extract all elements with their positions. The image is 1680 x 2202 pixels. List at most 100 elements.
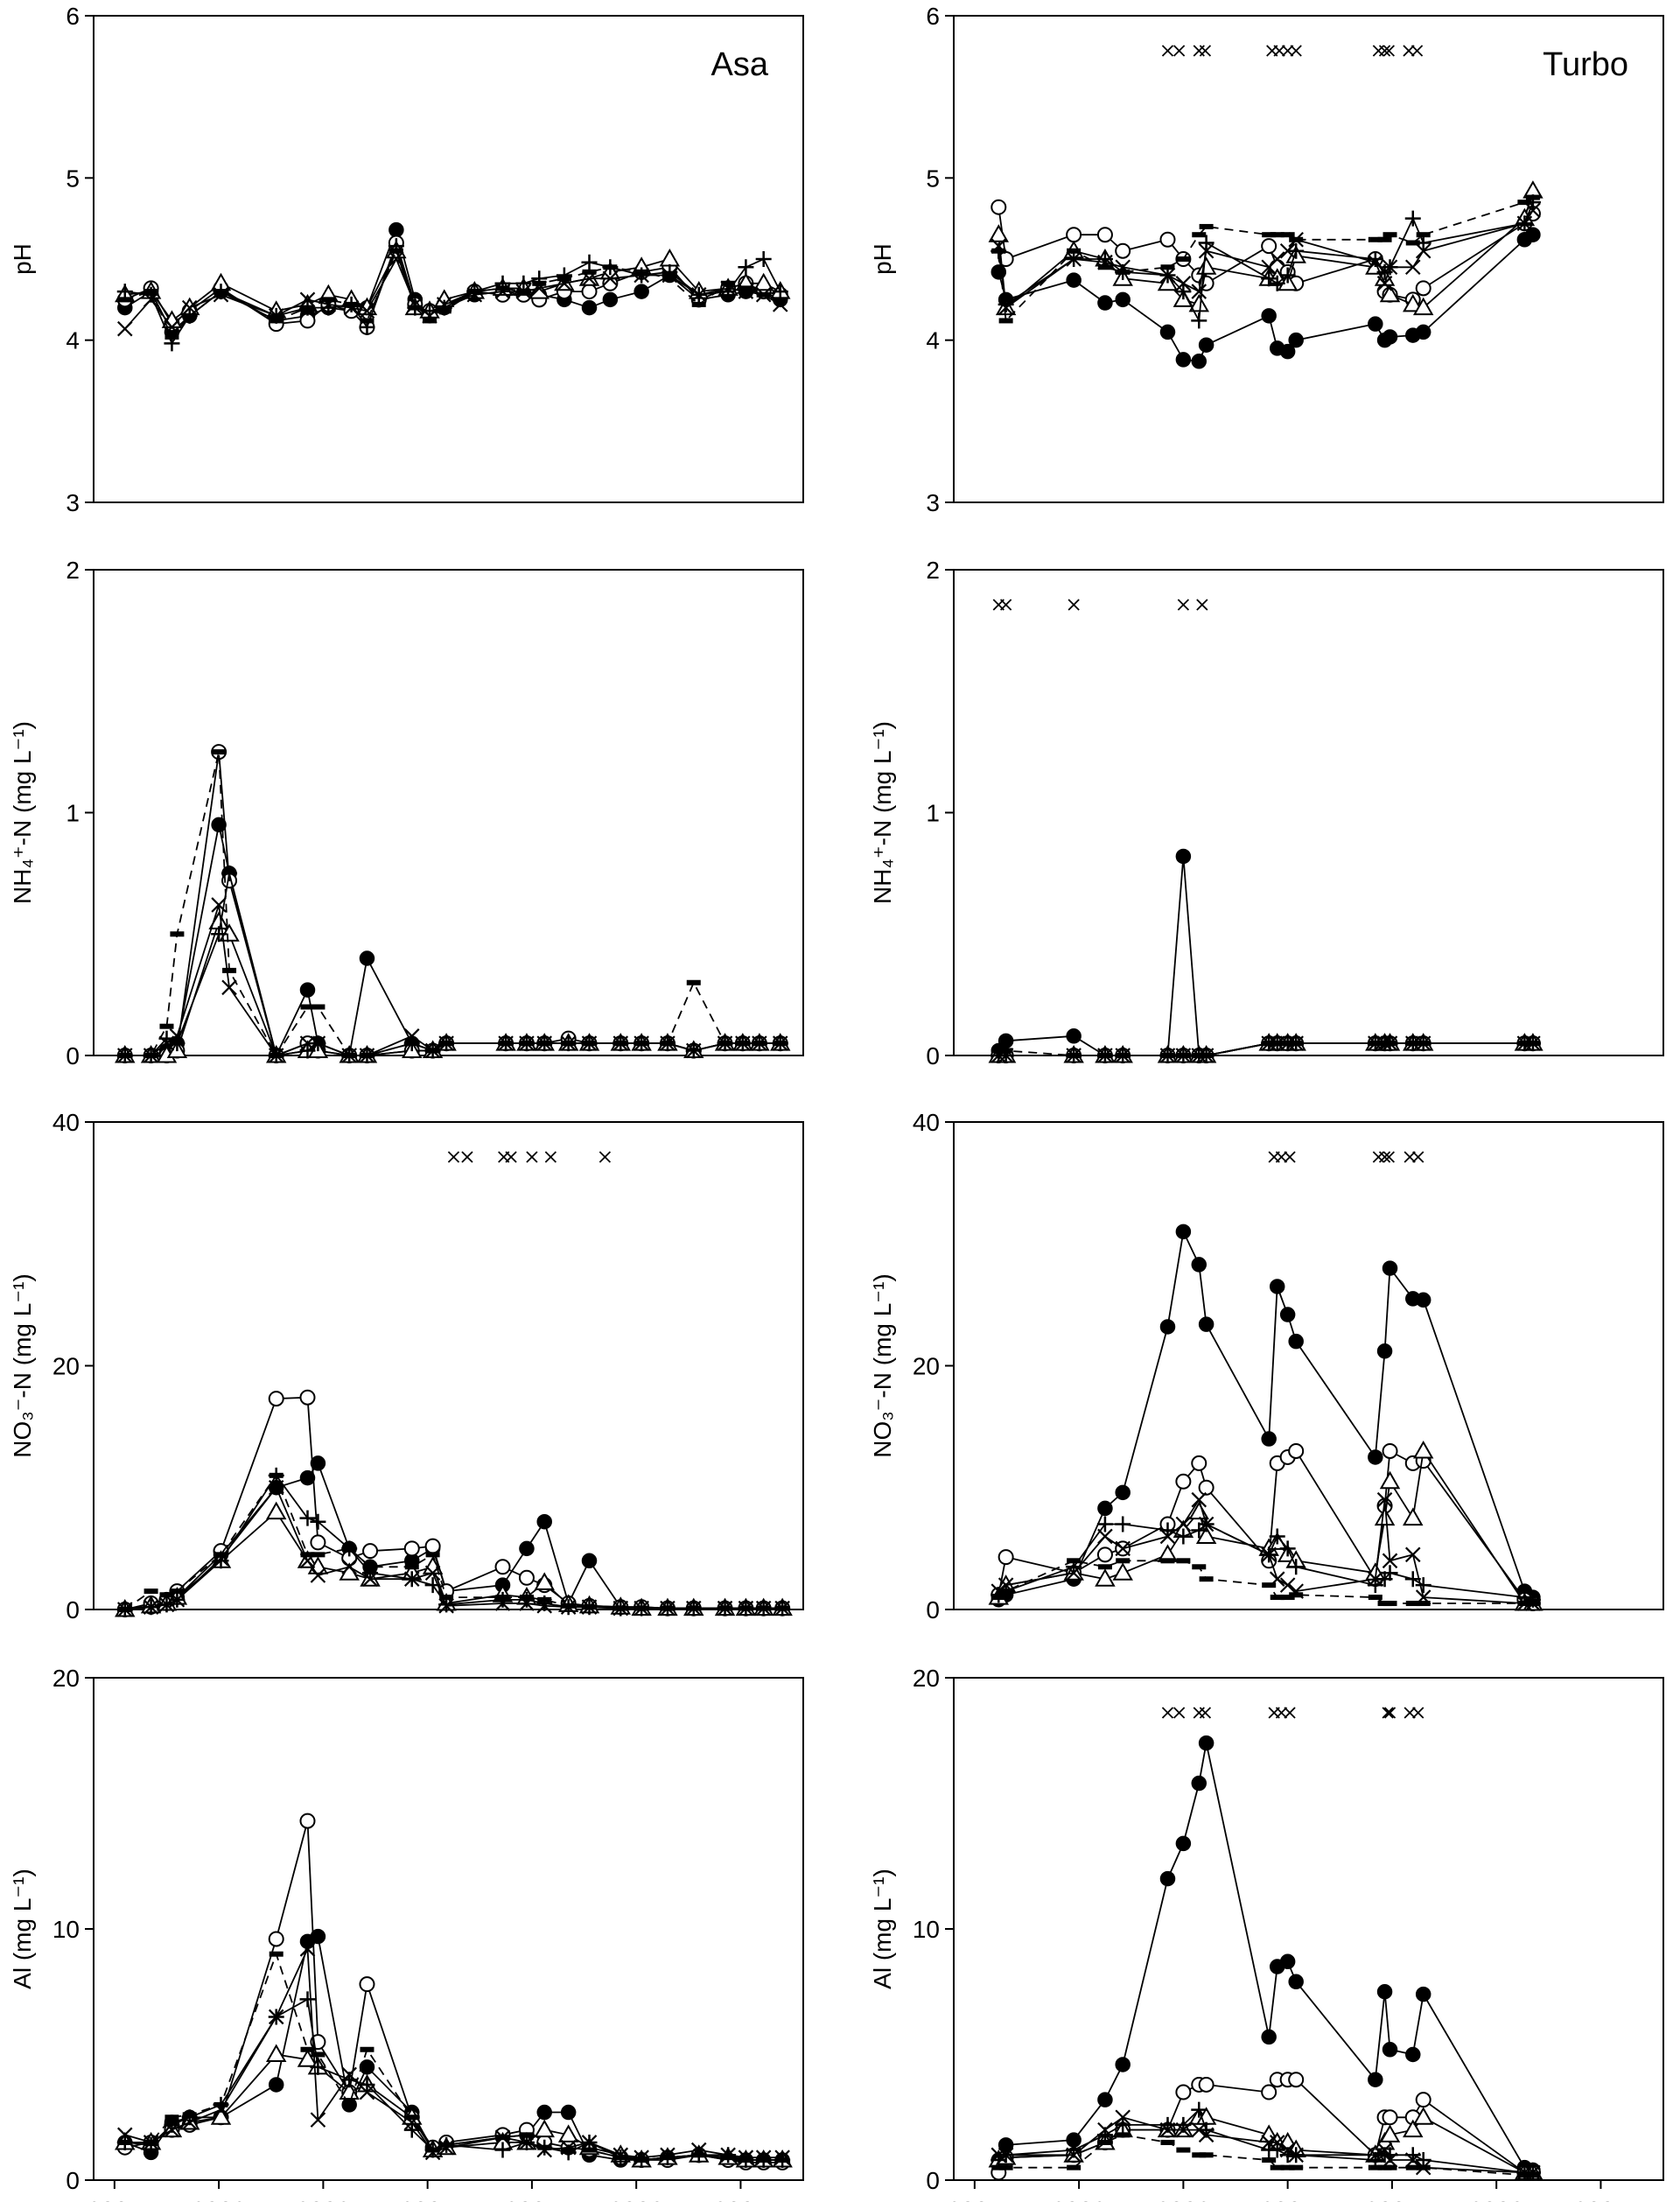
data-point bbox=[1416, 1041, 1431, 1047]
significance-mark bbox=[1161, 1707, 1174, 1719]
data-point bbox=[265, 1501, 287, 1520]
data-point bbox=[1517, 200, 1532, 206]
data-point bbox=[1261, 1431, 1277, 1447]
data-point bbox=[1095, 1568, 1116, 1587]
data-point bbox=[310, 1567, 326, 1583]
data-point bbox=[1367, 1577, 1383, 1594]
data-point bbox=[1525, 194, 1540, 200]
significance-mark bbox=[1382, 45, 1395, 57]
data-point bbox=[299, 1941, 316, 1957]
data-point bbox=[1289, 236, 1304, 242]
data-point bbox=[269, 1472, 284, 1478]
data-point bbox=[1269, 1279, 1285, 1294]
x-tick-label: 2005 bbox=[505, 2197, 559, 2202]
data-point bbox=[1289, 1592, 1304, 1598]
y-tick-label: 3 bbox=[66, 489, 80, 516]
data-point bbox=[1279, 267, 1296, 284]
data-point bbox=[1525, 227, 1541, 242]
data-point bbox=[1382, 329, 1398, 345]
data-point bbox=[1191, 1455, 1208, 1471]
data-point bbox=[1262, 2157, 1277, 2163]
data-point bbox=[360, 1053, 374, 1058]
y-tick-label: 3 bbox=[926, 489, 940, 516]
data-point bbox=[342, 1053, 357, 1058]
data-point bbox=[519, 1540, 535, 1557]
data-point bbox=[1159, 324, 1176, 340]
plot-frame bbox=[93, 15, 804, 503]
chart-panel-no3-asa: 0 20 40 NO₃⁻-N (mg L⁻¹) bbox=[9, 1109, 804, 1623]
significance-mark bbox=[1290, 45, 1302, 57]
y-axis-title: pH bbox=[869, 243, 896, 275]
significance-mark bbox=[526, 1151, 538, 1163]
x-tick-label: 2002 bbox=[192, 2197, 246, 2202]
data-point bbox=[1288, 332, 1304, 348]
x-tick-label: 2006 bbox=[1469, 2197, 1523, 2202]
data-point bbox=[310, 1455, 326, 1471]
significance-mark bbox=[1404, 1707, 1416, 1719]
data-point bbox=[1199, 1576, 1214, 1582]
y-tick-label: 0 bbox=[66, 2167, 80, 2194]
data-point bbox=[1115, 1484, 1130, 1501]
y-tick-label: 6 bbox=[926, 3, 940, 30]
data-point bbox=[1382, 2164, 1397, 2170]
data-point bbox=[1415, 280, 1432, 297]
data-point bbox=[738, 1605, 753, 1611]
data-point bbox=[1198, 1479, 1214, 1496]
data-point bbox=[1067, 2164, 1082, 2170]
data-point bbox=[341, 1559, 357, 1575]
data-point bbox=[998, 1549, 1014, 1566]
data-point bbox=[991, 248, 1006, 254]
data-point bbox=[1160, 1053, 1175, 1058]
series-line-plus bbox=[124, 1997, 783, 2161]
data-point bbox=[1382, 1553, 1398, 1569]
data-point bbox=[1405, 1041, 1420, 1047]
data-point bbox=[299, 1469, 316, 1486]
x-tick-label: 2003 bbox=[1156, 2197, 1210, 2202]
data-point bbox=[404, 1564, 419, 1570]
data-point bbox=[1115, 2057, 1130, 2072]
data-point bbox=[1175, 2084, 1192, 2100]
data-point bbox=[1066, 251, 1082, 267]
data-point bbox=[752, 1041, 766, 1047]
significance-mark bbox=[1404, 1151, 1416, 1163]
data-point bbox=[1404, 1546, 1421, 1563]
plot-frame bbox=[953, 1677, 1664, 2181]
data-point bbox=[1376, 1984, 1393, 2000]
significance-mark bbox=[1275, 1151, 1288, 1163]
data-point bbox=[1192, 1053, 1207, 1058]
data-point bbox=[1198, 2121, 1214, 2138]
y-axis-title: NO₃⁻-N (mg L⁻¹) bbox=[869, 1273, 896, 1458]
data-point bbox=[182, 312, 197, 319]
data-point bbox=[495, 1595, 510, 1601]
data-point bbox=[1261, 2029, 1277, 2045]
data-point bbox=[1097, 1053, 1112, 1058]
data-point bbox=[519, 2132, 534, 2138]
significance-mark bbox=[1382, 1151, 1395, 1163]
series-line-filled-circle bbox=[998, 856, 1533, 1056]
data-point bbox=[1261, 308, 1277, 324]
data-point bbox=[1262, 1041, 1277, 1047]
data-point bbox=[359, 1976, 375, 1993]
data-point bbox=[515, 275, 532, 291]
data-point bbox=[581, 299, 598, 316]
data-point bbox=[1191, 1257, 1208, 1273]
data-point bbox=[299, 1991, 316, 2008]
series-line-cross bbox=[124, 1948, 783, 2159]
data-point bbox=[775, 1605, 790, 1611]
data-point bbox=[1112, 1562, 1133, 1581]
data-point bbox=[718, 1605, 732, 1611]
data-point bbox=[1175, 352, 1192, 368]
data-point bbox=[581, 284, 598, 300]
data-point bbox=[991, 1595, 1006, 1601]
data-point bbox=[1368, 2072, 1383, 2087]
data-point bbox=[1517, 1041, 1532, 1047]
data-point bbox=[341, 2072, 358, 2088]
data-point bbox=[1269, 1528, 1285, 1545]
data-point bbox=[1195, 1525, 1217, 1544]
data-point bbox=[1199, 223, 1214, 229]
data-point bbox=[738, 259, 754, 276]
data-point bbox=[1066, 1028, 1082, 1044]
data-point bbox=[1175, 276, 1192, 291]
data-point bbox=[1279, 343, 1296, 360]
y-axis-title: NH₄⁺-N (mg L⁻¹) bbox=[869, 721, 896, 904]
